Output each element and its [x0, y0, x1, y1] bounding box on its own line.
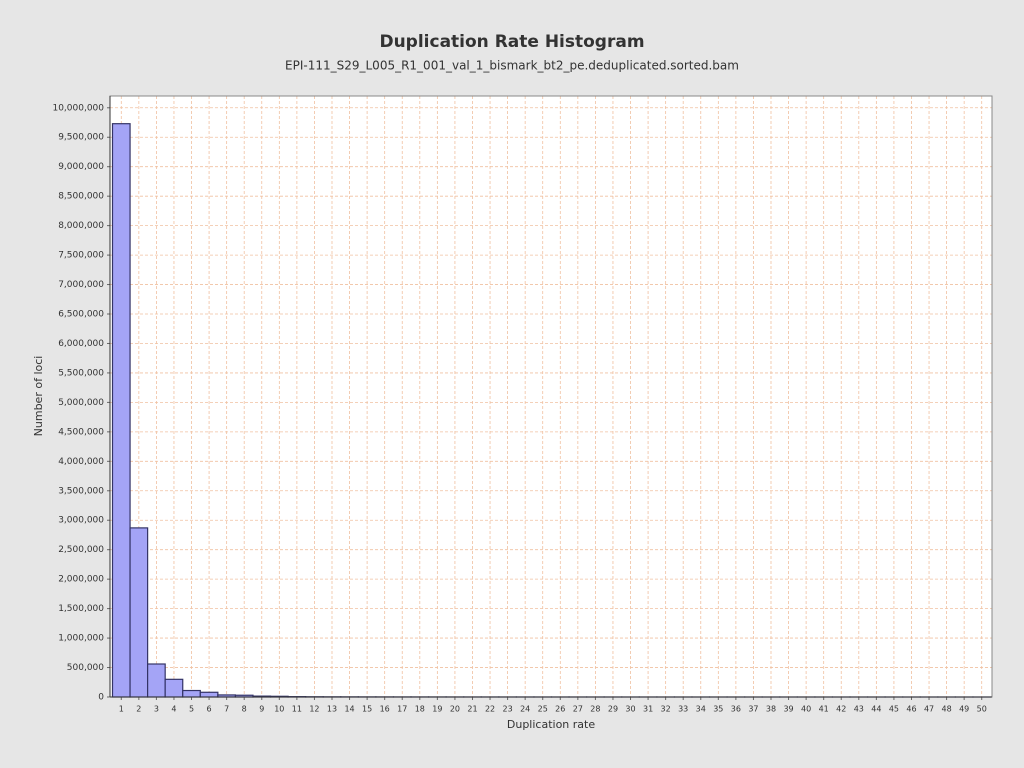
y-tick-label: 7,000,000	[58, 280, 104, 290]
bar	[164, 678, 184, 698]
x-tick-label: 45	[889, 705, 899, 714]
x-tick-label: 7	[224, 705, 229, 714]
x-tick-label: 36	[731, 705, 741, 714]
x-tick-label: 47	[924, 705, 934, 714]
x-tick-label: 25	[538, 705, 548, 714]
x-tick-label: 15	[362, 705, 372, 714]
x-tick-label: 40	[801, 705, 811, 714]
x-tick-label: 32	[661, 705, 671, 714]
y-tick-label: 1,500,000	[58, 604, 104, 614]
x-tick-label: 42	[836, 705, 846, 714]
x-tick-label: 27	[573, 705, 583, 714]
x-tick-label: 29	[608, 705, 618, 714]
chart-title: Duplication Rate Histogram	[379, 32, 644, 52]
x-tick-label: 23	[503, 705, 513, 714]
x-tick-label: 31	[643, 705, 653, 714]
x-tick-label: 35	[713, 705, 723, 714]
x-tick-label: 20	[450, 705, 460, 714]
y-tick-label: 3,500,000	[58, 486, 104, 496]
y-tick-label: 5,500,000	[58, 368, 104, 378]
x-tick-label: 11	[292, 705, 302, 714]
x-tick-label: 13	[327, 705, 337, 714]
y-tick-label: 2,000,000	[58, 575, 104, 585]
x-tick-label: 37	[748, 705, 758, 714]
y-tick-label: 10,000,000	[52, 103, 104, 113]
x-tick-label: 19	[432, 705, 442, 714]
y-tick-label: 9,000,000	[58, 162, 104, 172]
plot-area	[110, 96, 992, 697]
bar	[147, 663, 166, 698]
x-tick-label: 49	[959, 705, 969, 714]
x-tick-label: 22	[485, 705, 495, 714]
x-tick-label: 41	[819, 705, 829, 714]
y-tick-label: 5,000,000	[58, 398, 104, 408]
y-tick-label: 9,500,000	[58, 133, 104, 143]
y-tick-label: 0	[98, 693, 104, 703]
x-tick-label: 14	[344, 705, 354, 714]
y-tick-label: 7,500,000	[58, 251, 104, 261]
y-axis-label: Number of loci	[32, 356, 45, 437]
bar	[199, 691, 219, 698]
chart-subtitle: EPI-111_S29_L005_R1_001_val_1_bismark_bt…	[285, 59, 739, 73]
bar	[182, 689, 201, 698]
x-tick-label: 5	[189, 705, 194, 714]
x-tick-label: 2	[136, 705, 141, 714]
y-tick-label: 8,500,000	[58, 192, 104, 202]
x-tick-label: 38	[766, 705, 776, 714]
x-tick-label: 16	[380, 705, 390, 714]
x-tick-label: 26	[555, 705, 565, 714]
x-tick-label: 8	[242, 705, 247, 714]
x-tick-label: 21	[467, 705, 477, 714]
y-tick-label: 3,000,000	[58, 516, 104, 526]
x-tick-label: 46	[906, 705, 916, 714]
x-tick-label: 34	[696, 705, 706, 714]
x-tick-label: 28	[590, 705, 600, 714]
x-tick-label: 4	[171, 705, 176, 714]
bar	[111, 123, 131, 698]
x-tick-label: 43	[854, 705, 864, 714]
y-tick-label: 500,000	[67, 663, 104, 673]
x-tick-label: 24	[520, 705, 530, 714]
x-tick-label: 1	[119, 705, 124, 714]
bar	[129, 527, 149, 698]
x-axis-label: Duplication rate	[507, 718, 595, 731]
y-tick-label: 8,000,000	[58, 221, 104, 231]
y-tick-label: 4,000,000	[58, 457, 104, 467]
x-tick-label: 6	[207, 705, 212, 714]
x-tick-label: 9	[259, 705, 264, 714]
y-tick-label: 4,500,000	[58, 427, 104, 437]
x-tick-label: 39	[783, 705, 793, 714]
y-tick-label: 2,500,000	[58, 545, 104, 555]
y-tick-label: 6,500,000	[58, 310, 104, 320]
y-tick-label: 6,000,000	[58, 339, 104, 349]
y-tick-label: 1,000,000	[58, 634, 104, 644]
x-tick-label: 44	[871, 705, 881, 714]
x-tick-label: 50	[977, 705, 987, 714]
x-tick-label: 48	[942, 705, 952, 714]
x-tick-label: 17	[397, 705, 407, 714]
x-tick-label: 33	[678, 705, 688, 714]
x-tick-label: 30	[625, 705, 635, 714]
x-tick-label: 10	[274, 705, 284, 714]
x-tick-label: 18	[415, 705, 425, 714]
x-tick-label: 3	[154, 705, 159, 714]
x-tick-label: 12	[309, 705, 319, 714]
